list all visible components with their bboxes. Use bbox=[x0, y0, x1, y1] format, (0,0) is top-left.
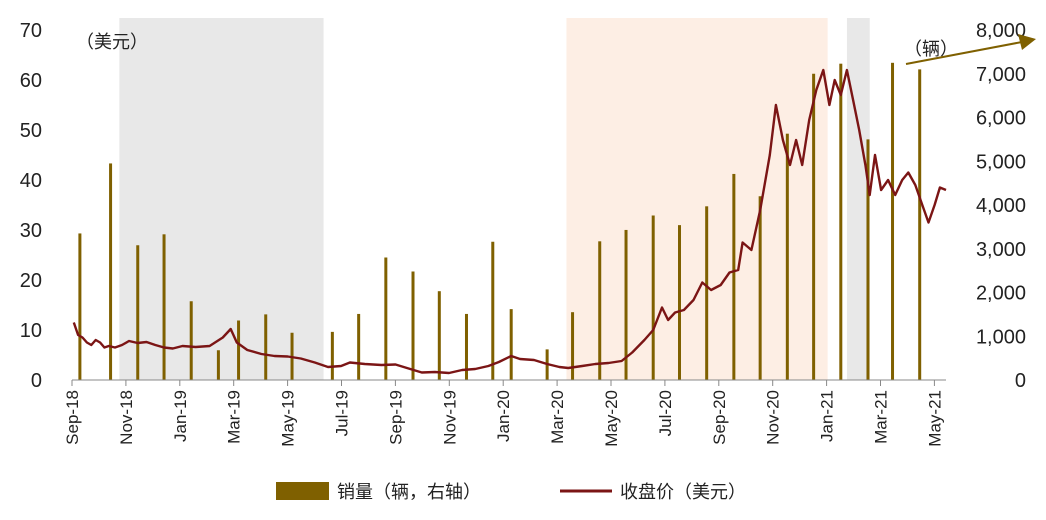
annotation-arrow bbox=[905, 34, 1036, 65]
x-tick-label: Jan-20 bbox=[494, 390, 513, 442]
x-tick-label: Jan-19 bbox=[171, 390, 190, 442]
sales-bar-16 bbox=[509, 309, 513, 380]
x-tick-label: Nov-20 bbox=[764, 390, 783, 445]
close-price-line bbox=[72, 68, 947, 375]
axes: 0 10 20 30 40 50 60 70 0 1,000 2,000 3,000 4,000 5,00… bbox=[20, 20, 1026, 447]
sales-bar-11 bbox=[384, 257, 388, 380]
sales-bar-10 bbox=[357, 313, 361, 380]
right-tick-label: 5,000 bbox=[976, 151, 1026, 173]
right-axis-unit: （辆） bbox=[904, 39, 958, 59]
sales-bar-18 bbox=[571, 312, 575, 380]
sales-bar-23 bbox=[705, 206, 709, 380]
sales-bar-19 bbox=[598, 241, 602, 380]
sales-bar-7 bbox=[264, 314, 268, 380]
sales-bar-2 bbox=[136, 245, 140, 380]
shaded-region-2 bbox=[846, 18, 870, 380]
sales-bar-12 bbox=[411, 271, 415, 380]
sales-bar-6 bbox=[237, 320, 241, 380]
sales-bar-13 bbox=[437, 291, 441, 380]
right-tick-label: 0 bbox=[1015, 370, 1026, 392]
sales-bar-21 bbox=[651, 215, 655, 380]
x-tick-label: Jul-20 bbox=[656, 390, 675, 436]
sales-bar-29 bbox=[866, 139, 870, 380]
x-tick-label: Sep-18 bbox=[63, 390, 82, 445]
sales-bar-5 bbox=[216, 350, 220, 380]
left-tick-label: 50 bbox=[20, 120, 42, 142]
x-tick-label: Jul-19 bbox=[333, 390, 352, 436]
sales-bars bbox=[78, 62, 922, 380]
arrow-shaft bbox=[905, 41, 1023, 65]
arrow-head bbox=[1018, 34, 1036, 50]
sales-bar-30 bbox=[891, 62, 895, 380]
sales-bar-28 bbox=[839, 63, 843, 380]
left-tick-label: 30 bbox=[20, 220, 42, 242]
sales-bar-14 bbox=[464, 313, 468, 380]
x-tick-label: Sep-20 bbox=[710, 390, 729, 445]
x-tick-label: Jan-21 bbox=[818, 390, 837, 442]
sales-bar-15 bbox=[491, 241, 495, 380]
sales-bar-26 bbox=[785, 133, 789, 380]
x-tick-label: Mar-19 bbox=[225, 390, 244, 444]
x-tick-label: Mar-20 bbox=[548, 390, 567, 444]
left-tick-label: 20 bbox=[20, 270, 42, 292]
left-tick-label: 10 bbox=[20, 320, 42, 342]
right-tick-label: 1,000 bbox=[976, 326, 1026, 348]
sales-bar-22 bbox=[678, 225, 682, 380]
shaded-regions bbox=[119, 18, 870, 380]
sales-bar-1 bbox=[109, 163, 113, 380]
sales-bar-3 bbox=[162, 234, 166, 380]
sales-bar-4 bbox=[189, 301, 193, 380]
x-tick-label: Mar-21 bbox=[872, 390, 891, 444]
right-tick-label: 2,000 bbox=[976, 283, 1026, 305]
right-tick-label: 6,000 bbox=[976, 108, 1026, 130]
left-tick-label: 0 bbox=[31, 370, 42, 392]
legend-label-sales: 销量（辆，右轴） bbox=[337, 482, 481, 502]
left-axis-unit: （美元） bbox=[76, 32, 148, 52]
sales-bar-27 bbox=[812, 73, 816, 380]
sales-bar-0 bbox=[78, 233, 82, 380]
x-tick-label: Nov-19 bbox=[440, 390, 459, 445]
sales-bar-25 bbox=[758, 196, 762, 380]
left-tick-label: 70 bbox=[20, 20, 42, 42]
left-tick-label: 40 bbox=[20, 170, 42, 192]
left-tick-label: 60 bbox=[20, 70, 42, 92]
sales-bar-24 bbox=[732, 173, 736, 380]
shaded-region-0 bbox=[119, 18, 324, 380]
close-price-path bbox=[72, 68, 947, 375]
legend-swatch-bar bbox=[276, 482, 329, 500]
sales-bar-31 bbox=[918, 69, 922, 380]
x-tick-label: Nov-18 bbox=[117, 390, 136, 445]
right-tick-label: 3,000 bbox=[976, 239, 1026, 261]
right-tick-label: 7,000 bbox=[976, 64, 1026, 86]
legend: 销量（辆，右轴） 收盘价（美元） bbox=[276, 482, 746, 502]
right-tick-label: 8,000 bbox=[976, 20, 1026, 42]
right-tick-label: 4,000 bbox=[976, 195, 1026, 217]
x-tick-label: May-20 bbox=[602, 390, 621, 447]
x-tick-label: May-19 bbox=[279, 390, 298, 447]
sales-bar-9 bbox=[330, 331, 334, 380]
shaded-region-1 bbox=[566, 18, 828, 380]
sales-bar-20 bbox=[624, 229, 628, 380]
x-tick-label: May-21 bbox=[925, 390, 944, 447]
legend-label-price: 收盘价（美元） bbox=[620, 482, 746, 502]
x-tick-label: Sep-19 bbox=[386, 390, 405, 445]
